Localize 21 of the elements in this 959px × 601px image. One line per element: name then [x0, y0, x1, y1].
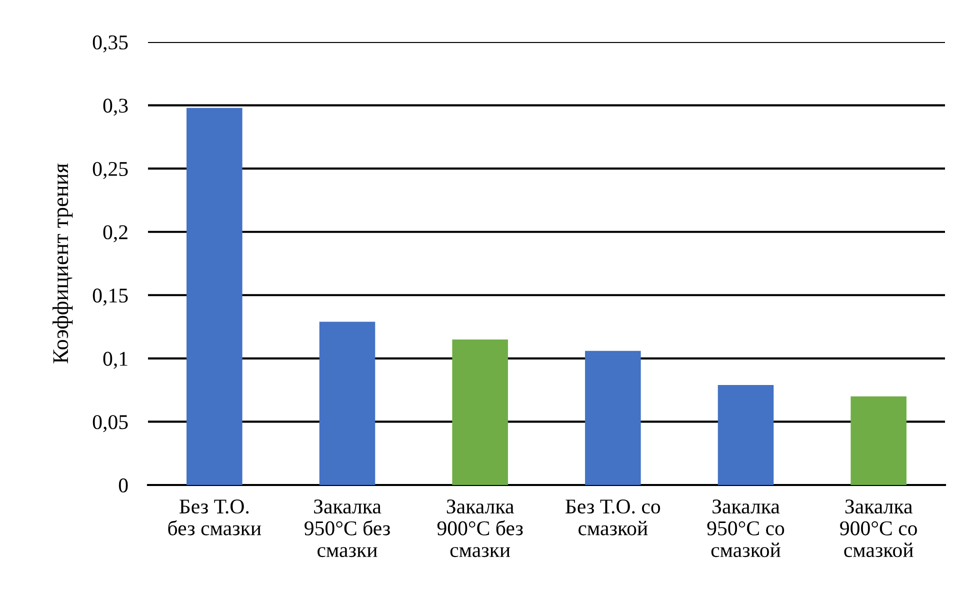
x-tick-label: Закалка 900°C со смазкой: [840, 500, 917, 558]
y-tick-label: 0: [118, 478, 128, 492]
x-tick-label: Закалка 900°C без смазки: [437, 500, 523, 558]
x-tick-label: Закалка 950°C без смазки: [304, 500, 390, 558]
y-tick-label: 0,35: [92, 35, 128, 52]
x-tick-label: Закалка 950°C со смазкой: [707, 500, 784, 558]
bar: [585, 350, 641, 485]
bar: [319, 322, 376, 485]
bar: [186, 108, 242, 485]
x-tick-label: Без Т.О. со смазкой: [566, 500, 660, 536]
y-axis-title: Коэффициент трения: [52, 163, 73, 364]
bar: [718, 385, 774, 485]
y-tick-label: 0,15: [92, 288, 128, 306]
y-tick-label: 0,25: [92, 162, 128, 180]
y-tick-label: 0,2: [103, 225, 128, 242]
y-tick-label: 0,05: [92, 415, 128, 432]
bar: [850, 396, 906, 485]
y-tick-label: 0,1: [103, 352, 128, 369]
bar: [452, 339, 508, 485]
y-tick-label: 0,3: [103, 98, 128, 116]
x-tick-label: Без Т.О. без смазки: [168, 500, 262, 536]
